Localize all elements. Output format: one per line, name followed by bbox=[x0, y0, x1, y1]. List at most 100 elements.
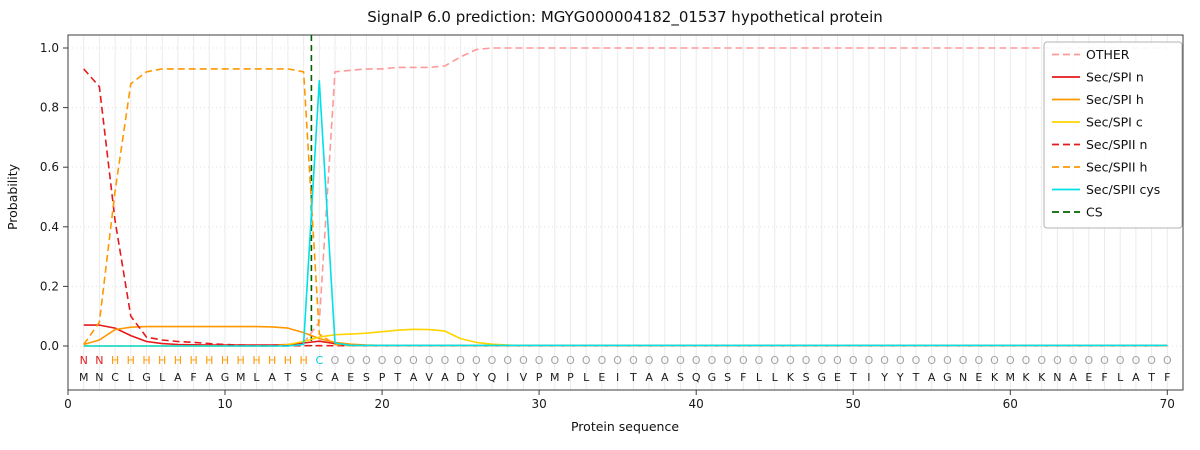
series-line-sec-spii-cys bbox=[83, 80, 1168, 347]
region-label: H bbox=[174, 354, 182, 367]
sequence-letter: P bbox=[379, 371, 386, 384]
region-label: O bbox=[927, 354, 936, 367]
y-axis-label: Probability bbox=[5, 163, 20, 230]
region-label: O bbox=[817, 354, 826, 367]
region-label: O bbox=[739, 354, 748, 367]
y-tick-label: 0.4 bbox=[40, 220, 59, 234]
sequence-letter: A bbox=[645, 371, 653, 384]
x-axis-label: Protein sequence bbox=[571, 419, 679, 434]
region-label: O bbox=[503, 354, 512, 367]
legend-box bbox=[1043, 41, 1183, 229]
sequence-letter: E bbox=[598, 371, 605, 384]
sequence-letter: P bbox=[536, 371, 543, 384]
region-label: O bbox=[550, 354, 559, 367]
region-label: H bbox=[205, 354, 213, 367]
region-label: O bbox=[393, 354, 402, 367]
region-label: O bbox=[535, 354, 544, 367]
series-line-sec-spi-n bbox=[83, 324, 1168, 347]
legend-entry-other: OTHER bbox=[1086, 47, 1130, 62]
region-label: O bbox=[802, 354, 811, 367]
y-axis-ticks: 0.0 0.2 0.4 0.6 0.8 1.0 bbox=[40, 41, 68, 353]
region-label: O bbox=[629, 354, 638, 367]
region-label: O bbox=[1006, 354, 1015, 367]
series-line-sec-spii-n bbox=[83, 68, 1168, 347]
region-label: O bbox=[456, 354, 465, 367]
region-label: O bbox=[346, 354, 355, 367]
region-label: O bbox=[1022, 354, 1031, 367]
region-label: O bbox=[723, 354, 732, 367]
sequence-letter: I bbox=[616, 371, 619, 384]
sequence-letter: L bbox=[756, 371, 763, 384]
region-label: O bbox=[378, 354, 387, 367]
sequence-letter: P bbox=[567, 371, 574, 384]
region-label: O bbox=[472, 354, 481, 367]
sequence-letter: S bbox=[724, 371, 731, 384]
region-label: O bbox=[582, 354, 591, 367]
region-label: O bbox=[833, 354, 842, 367]
region-label: O bbox=[990, 354, 999, 367]
sequence-letter: M bbox=[550, 371, 560, 384]
sequence-letter: G bbox=[818, 371, 827, 384]
region-label: O bbox=[1163, 354, 1172, 367]
sequence-letter: K bbox=[991, 371, 999, 384]
sequence-letter: D bbox=[456, 371, 464, 384]
sequence-letter: A bbox=[661, 371, 669, 384]
region-label: O bbox=[409, 354, 418, 367]
sequence-letter: S bbox=[363, 371, 370, 384]
sequence-letter: S bbox=[677, 371, 684, 384]
sequence-letter: A bbox=[206, 371, 214, 384]
sequence-letter: T bbox=[393, 371, 401, 384]
region-label: O bbox=[362, 354, 371, 367]
region-label: O bbox=[676, 354, 685, 367]
y-tick-label: 0.0 bbox=[40, 339, 59, 353]
region-label: H bbox=[299, 354, 307, 367]
x-tick-label: 10 bbox=[217, 397, 232, 411]
sequence-letter: M bbox=[79, 371, 89, 384]
sequence-letter: A bbox=[928, 371, 936, 384]
sequence-letter: Y bbox=[896, 371, 904, 384]
x-tick-label: 20 bbox=[374, 397, 389, 411]
sequence-letter: F bbox=[190, 371, 196, 384]
region-label: H bbox=[237, 354, 245, 367]
legend-entry-cs: CS bbox=[1086, 205, 1103, 220]
x-tick-label: 50 bbox=[846, 397, 861, 411]
region-label: O bbox=[1132, 354, 1141, 367]
sequence-letter: Y bbox=[880, 371, 888, 384]
sequence-letter: L bbox=[583, 371, 590, 384]
sequence-letter: A bbox=[331, 371, 339, 384]
region-label: N bbox=[80, 354, 88, 367]
legend: OTHER Sec/SPI n Sec/SPI h Sec/SPI c Sec/SPII… bbox=[1043, 41, 1183, 229]
grid-lines bbox=[68, 35, 1183, 390]
region-label: O bbox=[786, 354, 795, 367]
series-line-sec-spii-h bbox=[83, 68, 1168, 347]
x-axis-ticks: 0 10 20 30 40 50 60 70 bbox=[64, 390, 1175, 411]
sequence-letter: N bbox=[1053, 371, 1061, 384]
region-label: O bbox=[519, 354, 528, 367]
region-label: O bbox=[1037, 354, 1046, 367]
sequence-letter: C bbox=[315, 371, 323, 384]
legend-entry-sec-spii-cys: Sec/SPII cys bbox=[1086, 182, 1160, 197]
x-tick-label: 0 bbox=[64, 397, 72, 411]
region-label: O bbox=[1069, 354, 1078, 367]
sequence-letter: M bbox=[1006, 371, 1016, 384]
x-tick-label: 30 bbox=[531, 397, 546, 411]
region-label: O bbox=[865, 354, 874, 367]
region-label: H bbox=[252, 354, 260, 367]
legend-entry-sec-spii-h: Sec/SPII h bbox=[1086, 160, 1147, 175]
x-tick-label: 70 bbox=[1160, 397, 1175, 411]
legend-entry-sec-spi-c: Sec/SPI c bbox=[1086, 115, 1143, 130]
region-label: O bbox=[1053, 354, 1062, 367]
sequence-letter: T bbox=[1147, 371, 1155, 384]
sequence-letter: I bbox=[867, 371, 870, 384]
region-label: H bbox=[221, 354, 229, 367]
legend-entry-sec-spii-n: Sec/SPII n bbox=[1086, 137, 1147, 152]
region-label: O bbox=[880, 354, 889, 367]
legend-entry-sec-spi-n: Sec/SPI n bbox=[1086, 70, 1144, 85]
sequence-letter: G bbox=[221, 371, 230, 384]
sequence-letter: G bbox=[708, 371, 717, 384]
legend-entry-sec-spi-h: Sec/SPI h bbox=[1086, 92, 1144, 107]
sequence-letter: E bbox=[347, 371, 354, 384]
sequence-letter: V bbox=[520, 371, 528, 384]
